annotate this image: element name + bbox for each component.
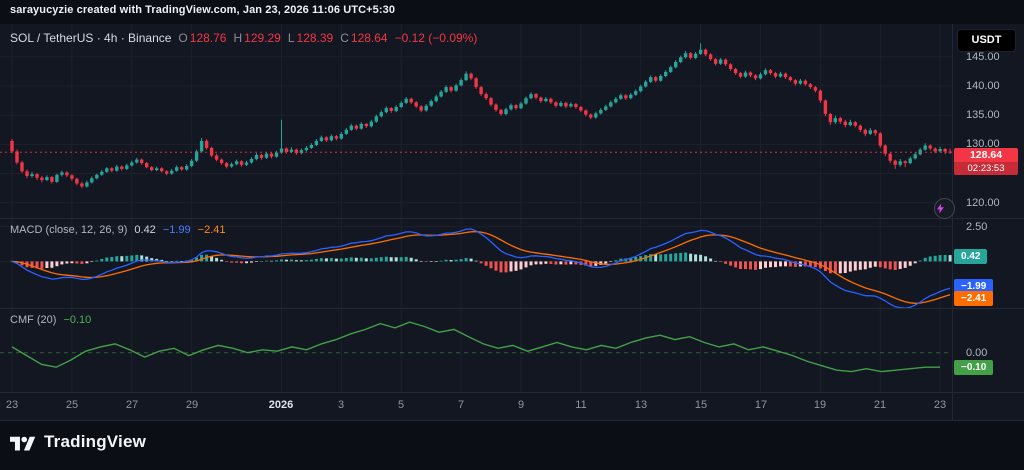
macd-title[interactable]: MACD (close, 12, 26, 9) — [10, 224, 128, 236]
cmf-axis-label: 0.00 — [966, 347, 988, 359]
price-axis-label: 145.00 — [966, 51, 1000, 63]
pane-separator[interactable] — [0, 218, 1024, 219]
chart-bubble-icon[interactable] — [934, 198, 955, 219]
price-axis-label: 135.00 — [966, 109, 1000, 121]
ohlc-close: C 128.64 — [340, 31, 388, 45]
symbol-title[interactable]: SOL / TetherUS · 4h · Binance — [10, 31, 172, 45]
price-axis-label: 120.00 — [966, 197, 1000, 209]
ohlc-low: L 128.39 — [287, 31, 334, 45]
last-price-badge: 128.64 02:23:53 — [954, 148, 1018, 175]
macd-hist-value: 0.42 — [134, 224, 156, 236]
macd-signal-value: −2.41 — [197, 224, 226, 236]
macd-hist-badge: 0.42 — [954, 249, 988, 264]
time-axis-label: 7 — [457, 399, 465, 411]
time-axis-label: 23 — [933, 399, 947, 411]
ohlc-high: H 129.29 — [233, 31, 281, 45]
time-axis-label: 21 — [873, 399, 887, 411]
macd-header: MACD (close, 12, 26, 9) 0.42 −1.99 −2.41 — [10, 224, 226, 236]
price-axis-border — [952, 24, 953, 420]
bar-close-countdown: 02:23:53 — [954, 162, 1018, 175]
pane-separator[interactable] — [0, 308, 1024, 309]
price-axis-label: 140.00 — [966, 80, 1000, 92]
cmf-header: CMF (20) −0.10 — [10, 314, 91, 326]
cmf-title[interactable]: CMF (20) — [10, 314, 57, 326]
time-axis-label: 29 — [185, 399, 199, 411]
macd-line-value: −1.99 — [162, 224, 191, 236]
attribution-text: sarayucyzie created with TradingView.com… — [10, 4, 396, 16]
cmf-pane-canvas[interactable] — [0, 309, 952, 392]
last-price-value: 128.64 — [969, 149, 1003, 161]
cmf-badge: −0.10 — [954, 360, 994, 375]
tradingview-mark-icon — [10, 436, 36, 451]
time-axis-label: 2026 — [268, 399, 294, 411]
macd-signal-badge: −2.41 — [954, 291, 994, 306]
footer-bar: TradingView — [0, 421, 1024, 470]
time-axis-label: 25 — [65, 399, 79, 411]
time-axis-separator — [0, 392, 1024, 393]
lightning-icon — [937, 203, 944, 214]
time-axis-label: 11 — [575, 399, 587, 411]
price-pane-canvas[interactable] — [0, 24, 952, 218]
time-axis-label: 27 — [125, 399, 139, 411]
macd-axis-label: 2.50 — [966, 221, 988, 233]
price-axis-label: 130.00 — [966, 138, 1000, 150]
currency-toggle-button[interactable]: USDT — [957, 29, 1016, 52]
time-axis-label: 17 — [754, 399, 768, 411]
ohlc-change: −0.12 (−0.09%) — [394, 31, 478, 45]
time-axis-label: 23 — [5, 399, 19, 411]
ohlc-open: O 128.76 — [178, 31, 227, 45]
macd-pane-canvas[interactable] — [0, 219, 952, 308]
time-axis-label: 15 — [694, 399, 708, 411]
time-axis-label: 19 — [813, 399, 827, 411]
tradingview-logo[interactable]: TradingView — [10, 432, 146, 452]
time-axis-label: 13 — [634, 399, 648, 411]
macd-line-badge: −1.99 — [954, 279, 994, 294]
tradingview-wordmark: TradingView — [44, 432, 147, 451]
time-axis-label: 5 — [397, 399, 405, 411]
time-axis-label: 3 — [337, 399, 345, 411]
time-axis-label: 9 — [517, 399, 525, 411]
cmf-value: −0.10 — [63, 314, 92, 326]
